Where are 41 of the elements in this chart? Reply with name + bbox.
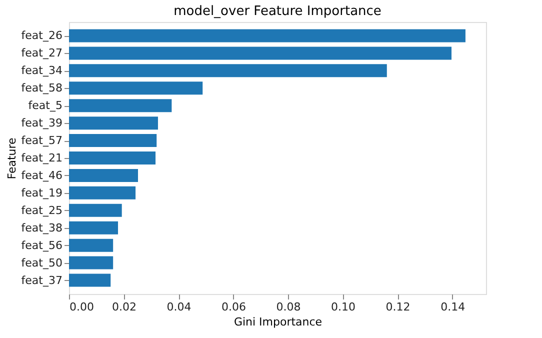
bar: [69, 152, 156, 164]
bar: [69, 99, 172, 112]
chart-title: model_over Feature Importance: [174, 4, 382, 19]
x-tick-label: 0.02: [112, 300, 137, 314]
x-tick-label: 0.14: [440, 300, 466, 314]
y-axis-title: Feature: [5, 137, 18, 180]
x-tick-label: 0.04: [166, 300, 192, 314]
y-tick-label: feat_38: [21, 221, 62, 234]
bar: [69, 29, 466, 42]
bar: [69, 64, 387, 78]
bar: [69, 204, 122, 217]
x-tick-label: 0.06: [222, 300, 246, 314]
y-tick-label: feat_27: [21, 46, 62, 60]
bar: [69, 256, 114, 270]
bar: [69, 238, 114, 252]
x-tick-label: 0.08: [276, 300, 301, 314]
bar: [69, 186, 136, 200]
y-tick-label: feat_34: [21, 64, 62, 78]
bar: [69, 134, 157, 148]
y-tick-label: feat_26: [21, 29, 62, 42]
y-tick-label: feat_5: [28, 99, 62, 112]
y-tick-label: feat_19: [21, 186, 62, 200]
bar: [69, 221, 118, 234]
x-tick-label: 0.00: [70, 300, 94, 314]
y-tick-label: feat_58: [21, 82, 62, 95]
x-tick-label: 0.12: [386, 300, 410, 314]
y-tick-label: feat_39: [21, 116, 62, 130]
y-tick-label: feat_50: [21, 256, 62, 270]
y-tick-label: feat_57: [21, 134, 62, 148]
y-tick-label: feat_46: [21, 168, 62, 182]
y-tick-label: feat_56: [21, 238, 62, 252]
x-tick-label: 0.10: [331, 300, 356, 314]
bar: [69, 116, 158, 130]
bar: [69, 274, 111, 287]
x-axis-title: Gini Importance: [234, 316, 322, 328]
bar: [69, 46, 452, 60]
y-tick-label: feat_21: [21, 152, 62, 164]
bar: [69, 168, 138, 182]
y-tick-label: feat_25: [21, 204, 62, 217]
bar: [69, 82, 203, 95]
y-tick-label: feat_37: [21, 274, 62, 287]
